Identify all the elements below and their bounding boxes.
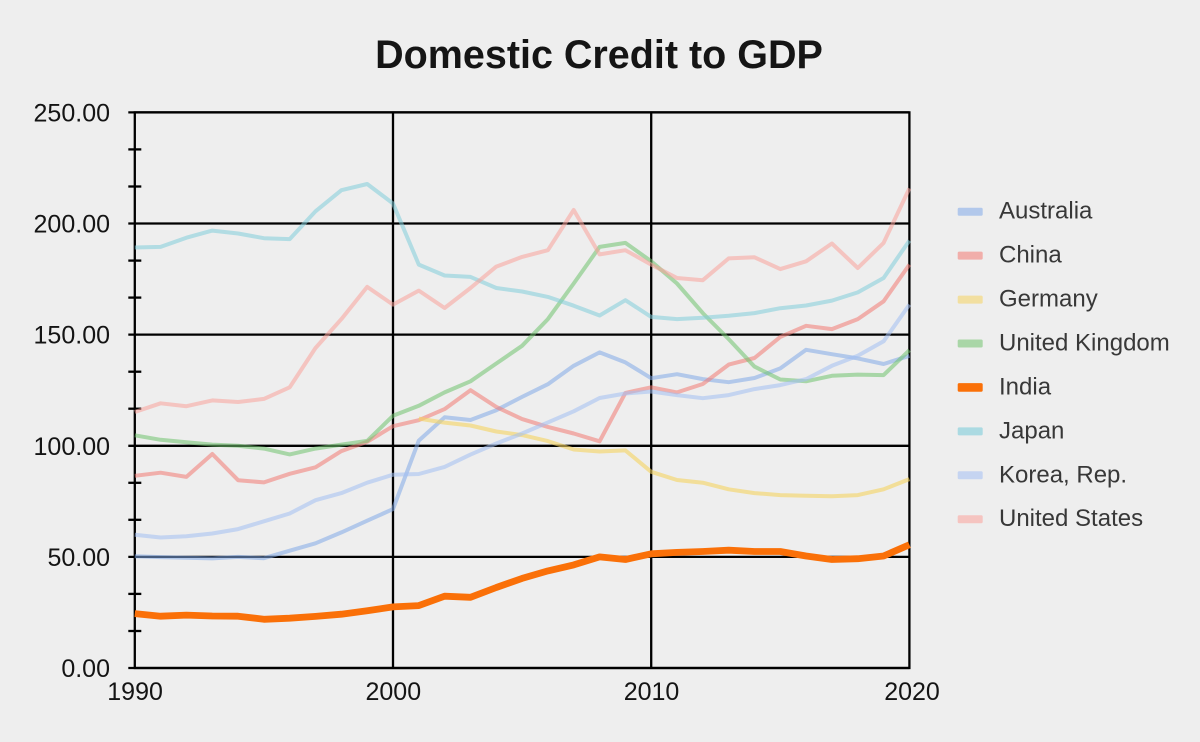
svg-text:Germany: Germany	[999, 286, 1098, 313]
svg-text:1990: 1990	[107, 678, 163, 706]
svg-text:100.00: 100.00	[34, 433, 110, 461]
svg-text:United Kingdom: United Kingdom	[999, 330, 1170, 357]
svg-text:Japan: Japan	[999, 417, 1064, 444]
svg-text:200.00: 200.00	[34, 211, 110, 239]
svg-text:250.00: 250.00	[34, 99, 110, 127]
svg-text:United States: United States	[999, 505, 1143, 532]
svg-text:50.00: 50.00	[47, 544, 110, 572]
svg-text:2020: 2020	[884, 678, 940, 706]
svg-text:150.00: 150.00	[34, 322, 110, 350]
svg-text:0.00: 0.00	[61, 655, 110, 683]
svg-text:2000: 2000	[365, 678, 421, 706]
svg-text:Australia: Australia	[999, 198, 1093, 225]
svg-text:India: India	[999, 373, 1052, 400]
svg-text:China: China	[999, 242, 1062, 269]
svg-text:Domestic Credit to GDP: Domestic Credit to GDP	[375, 33, 823, 77]
svg-text:Korea, Rep.: Korea, Rep.	[999, 461, 1127, 488]
svg-text:2010: 2010	[624, 678, 680, 706]
